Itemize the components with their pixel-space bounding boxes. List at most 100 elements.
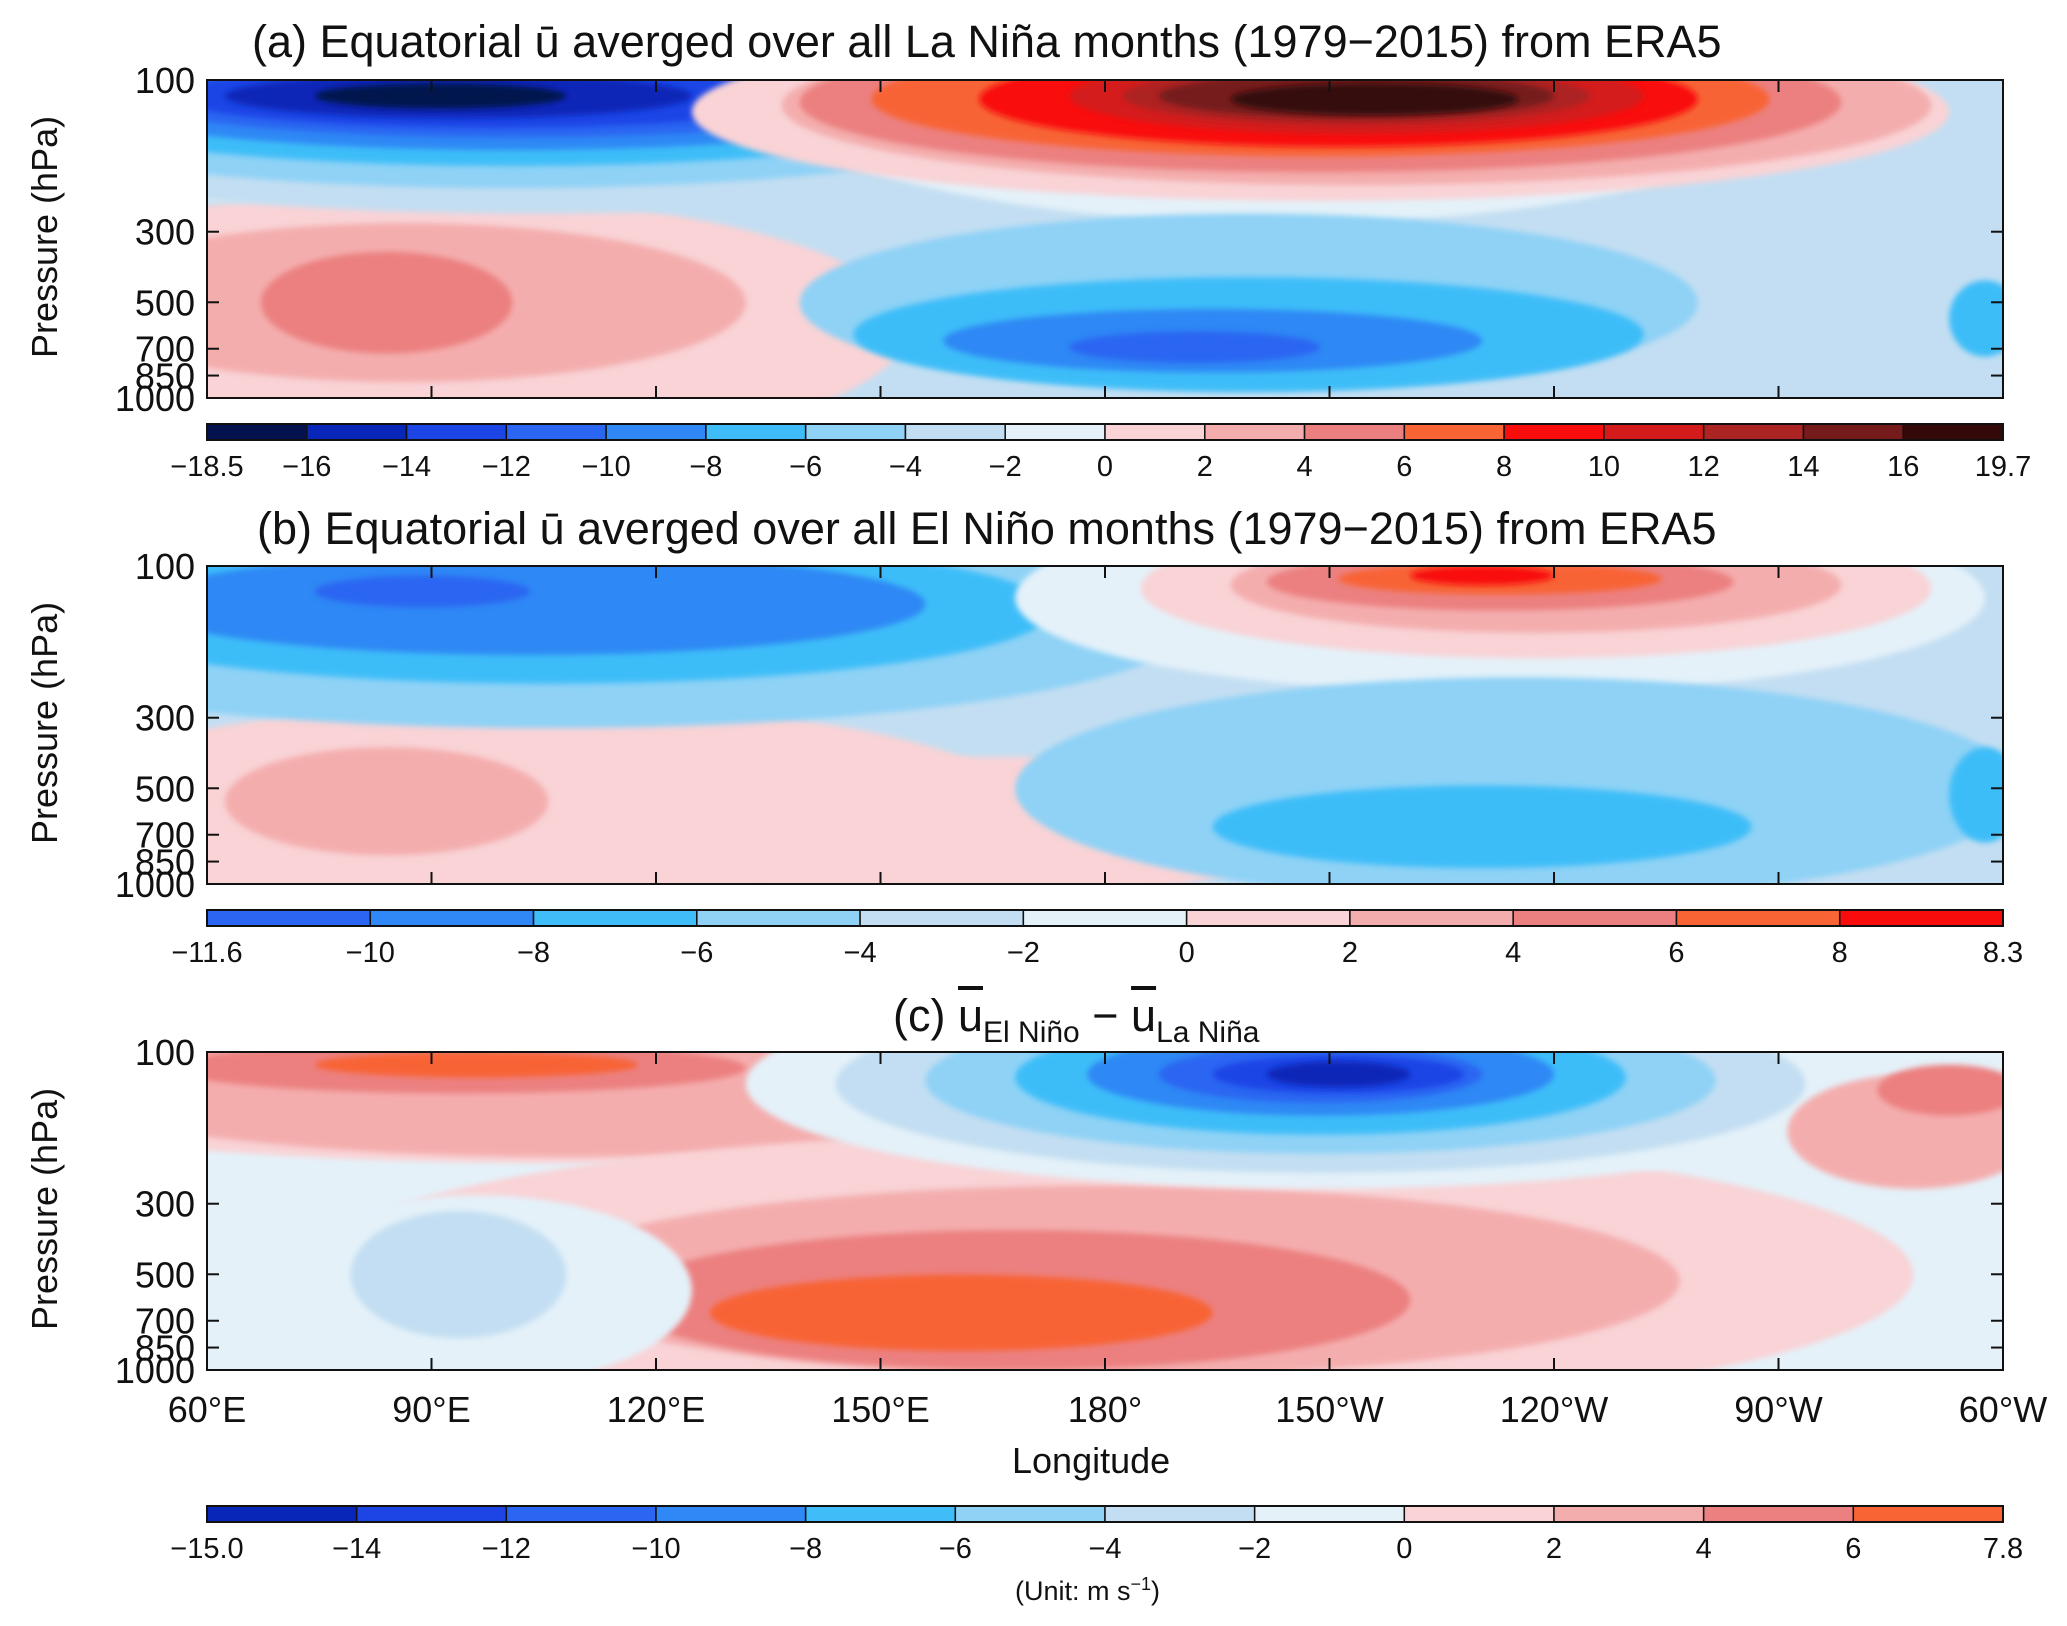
contour-level-15 [1212,785,1752,869]
colorbar-tick-label: 0 [1097,451,1113,483]
x-tick-label: 150°E [831,1389,929,1430]
colorbar-swatch [1204,423,1306,441]
colorbar-tick-label: −2 [1007,937,1040,969]
colorbar-tick-label: −2 [1238,1533,1271,1565]
colorbar-swatch [1185,909,1351,927]
colorbar-tick-label: −14 [382,451,431,483]
y-tick-label: 850 [135,1328,195,1369]
colorbar-tick-label: −15.0 [170,1533,243,1565]
colorbar-swatch [804,1505,957,1523]
y-tick-label: 300 [135,1184,195,1225]
colorbar-swatch [859,909,1025,927]
panel-c-title-minus: − [1079,990,1132,1041]
y-tick-label: 1000 [115,864,195,905]
panel-a-ylabel: Pressure (hPa) [24,115,65,358]
colorbar-swatch [954,1505,1106,1523]
colorbar-swatch [1403,423,1505,441]
colorbar-swatch [1702,1505,1855,1523]
colorbar-swatch [505,1505,657,1523]
colorbar-swatch [532,909,698,927]
unit-close: ) [1151,1576,1161,1606]
colorbar-tick-label: 4 [1696,1533,1712,1565]
colorbar-frame [206,1505,2004,1523]
colorbar-tick-label: 12 [1688,451,1720,483]
colorbar: −15.0 −14 −12 −10 −8 −6 −4 −2 0 2 4 6 7.8 [170,1505,2023,1565]
colorbar-swatch [1902,423,2004,441]
contour-level-2 [224,747,549,856]
colorbar-tick-label: 8 [1496,451,1512,483]
colorbar-swatch [1022,909,1188,927]
colorbar-swatch [655,1505,807,1523]
colorbar-tick-label: −16 [282,451,331,483]
colorbar-tick-label: −6 [680,937,713,969]
colorbar-swatch [1603,423,1705,441]
colorbar-tick-label: 4 [1296,451,1312,483]
y-tick-label: 100 [135,546,195,587]
colorbar-tick-label: 0 [1179,937,1195,969]
colorbar-swatch [605,423,707,441]
contour-field [207,80,2003,398]
contour-level-22 [1230,83,1519,115]
contour-level-3 [260,251,513,354]
colorbar-swatch [405,423,508,441]
panel-a-title: (a) Equatorial ū averged over all La Niñ… [252,16,1722,67]
colorbar-swatch [904,423,1006,441]
contour-level-10 [350,1211,567,1339]
colorbar-swatch [1512,909,1678,927]
colorbar: −11.6 −10 −8 −6 −4 −2 0 2 4 6 8 8.3 [171,909,2023,969]
colorbar-tick-label: 6 [1668,937,1684,969]
panel-c-title-u2: u [1131,990,1157,1041]
panel-c-ylabel: Pressure (hPa) [24,1087,65,1330]
panel-b-title: (b) Equatorial ū averged over all El Niñ… [257,503,1717,554]
colorbar-swatch [206,1505,358,1523]
colorbar-swatch [1702,423,1805,441]
y-tick-label: 100 [135,1032,195,1073]
colorbar-tick-label: −8 [689,451,722,483]
colorbar-swatch [505,423,607,441]
colorbar-tick-label: −12 [482,451,531,483]
colorbar-tick-label: 16 [1887,451,1919,483]
y-tick-label: 850 [135,356,195,397]
y-tick-label: 1000 [115,1350,195,1391]
colorbar-swatch [1253,1505,1406,1523]
colorbar-swatch [696,909,861,927]
colorbar-tick-label: −10 [582,451,631,483]
colorbar-swatch [355,1505,508,1523]
x-tick-label: 90°W [1734,1389,1822,1430]
y-tick-label: 300 [135,212,195,253]
y-tick-label: 500 [135,768,195,809]
colorbar-tick-label: −8 [789,1533,822,1565]
x-tick-label: 60°W [1959,1389,2047,1430]
colorbar-tick-label: 8 [1832,937,1848,969]
contour-level-8 [709,1274,1213,1351]
colorbar-swatch [369,909,535,927]
contour-level-12 [314,83,567,109]
colorbar-swatch [804,423,907,441]
x-tick-label: 120°W [1500,1389,1608,1430]
contour-level-16 [1949,747,2003,843]
colorbar-frame [206,909,2004,927]
colorbar-swatch [1004,423,1106,441]
contour-level-18 [1266,1061,1411,1087]
contour-level-7 [314,575,531,608]
colorbar-tick-label: −14 [332,1533,381,1565]
x-tick-label: 150°W [1275,1389,1383,1430]
colorbar-swatch [1403,1505,1555,1523]
colorbar-swatch [1553,1505,1705,1523]
colorbar-swatch [206,423,308,441]
colorbar-tick-label: −8 [517,937,550,969]
colorbar-tick-label: −11.6 [171,937,242,969]
colorbar-swatch [1852,1505,2004,1523]
panel-c-title-u1: u [957,990,984,1041]
colorbar-tick-label: 4 [1505,937,1521,969]
colorbar-swatch [1104,423,1206,441]
y-tick-label: 700 [135,815,195,856]
colorbar-tick-label: −10 [631,1533,680,1565]
panel-c-title-sub1: El Niño [983,1016,1080,1049]
panel-c-title-prefix: (c) [893,990,958,1041]
colorbar-tick-label: −12 [482,1533,531,1565]
y-tick-label: 700 [135,329,195,370]
colorbar-tick-label: 6 [1396,451,1412,483]
